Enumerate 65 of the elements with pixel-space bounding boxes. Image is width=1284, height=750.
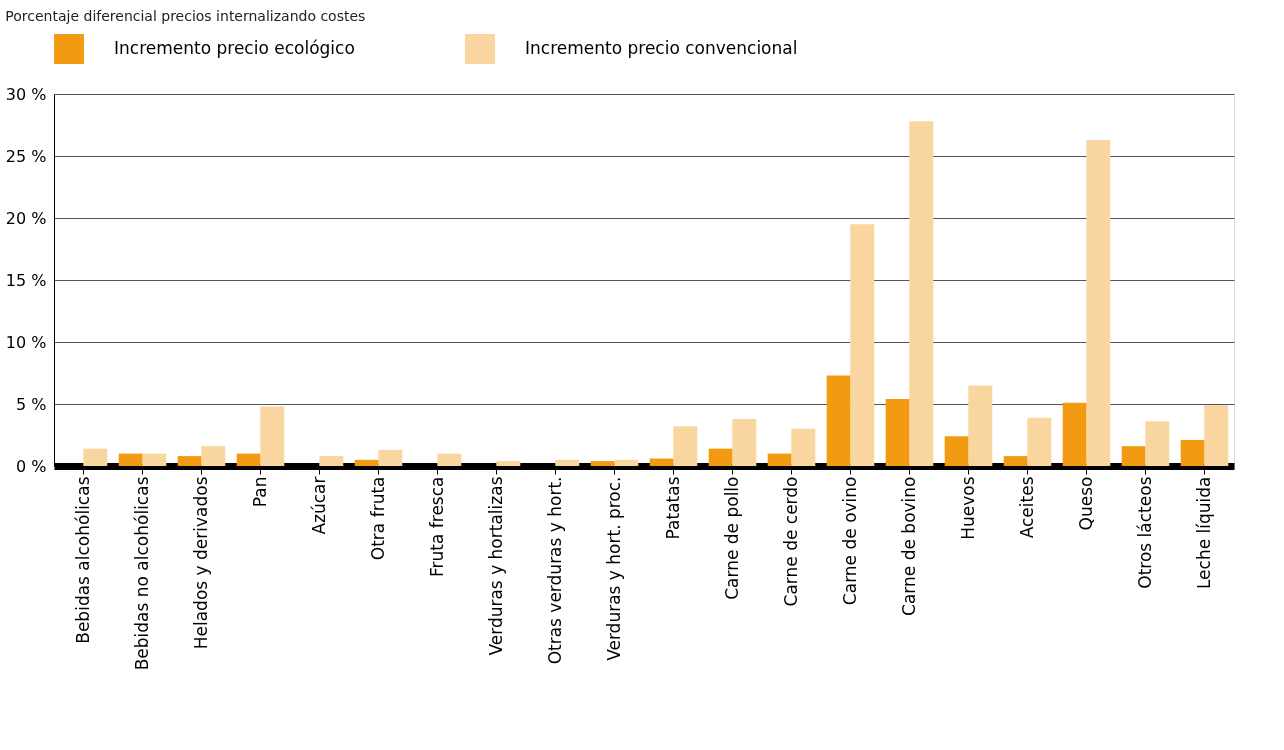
x-tick-label: Carne de bovino: [898, 476, 919, 616]
x-tick-label: Patatas: [662, 476, 683, 540]
x-tick-label: Verduras y hort. proc.: [603, 476, 624, 661]
bar: [496, 461, 521, 466]
y-tick-label: 0 %: [16, 456, 47, 476]
bar: [944, 436, 969, 466]
bar: [1027, 417, 1052, 466]
bar: [673, 426, 698, 466]
bar: [1062, 402, 1087, 466]
y-tick-label: 5 %: [16, 394, 47, 414]
x-tick-label: Carne de pollo: [721, 476, 742, 600]
bar: [1086, 139, 1111, 466]
bar: [236, 453, 261, 466]
bar: [319, 456, 344, 466]
bar: [1003, 456, 1028, 466]
x-tick-label: Carne de ovino: [839, 476, 860, 606]
x-tick-label: Queso: [1075, 476, 1096, 531]
x-tick-label: Helados y derivados: [190, 476, 211, 650]
x-tick-label: Otros lácteos: [1134, 476, 1155, 589]
y-tick-label: 15 %: [5, 270, 47, 290]
bar: [1145, 421, 1170, 466]
x-tick-label: Verduras y hortalizas: [485, 476, 506, 656]
bar: [767, 453, 792, 466]
bar: [118, 453, 143, 466]
x-tick-label: Otras verduras y hort.: [544, 476, 565, 665]
chart-title: Porcentaje diferencial precios internalizando costes: [5, 8, 366, 24]
bar: [590, 461, 615, 466]
bar: [968, 385, 993, 466]
x-tick-label: Aceites: [1016, 476, 1037, 539]
bar: [826, 375, 851, 466]
bar: [1180, 439, 1205, 466]
x-tick-label: Huevos: [957, 476, 978, 540]
bar: [850, 224, 875, 466]
bar: [649, 458, 674, 466]
bar: [201, 446, 226, 466]
y-tick-label: 10 %: [5, 332, 47, 352]
bar: [260, 406, 285, 466]
bar: [708, 448, 733, 466]
bar: [177, 456, 202, 466]
bar: [1204, 405, 1229, 466]
x-tick-label: Carne de cerdo: [780, 476, 801, 607]
bar: [909, 121, 934, 466]
y-tick-label: 30 %: [5, 84, 47, 104]
x-tick-label: Azúcar: [308, 476, 329, 535]
x-tick-label: Pan: [249, 476, 270, 508]
bar: [142, 453, 167, 466]
bar: [83, 448, 108, 466]
legend-label: Incremento precio ecológico: [114, 38, 355, 58]
bar: [732, 418, 757, 466]
x-tick-label: Fruta fresca: [426, 476, 447, 577]
y-tick-label: 20 %: [5, 208, 47, 228]
bar: [885, 399, 910, 466]
legend-label: Incremento precio convencional: [525, 38, 798, 58]
x-tick-label: Leche líquida: [1193, 476, 1214, 590]
bar: [1121, 446, 1146, 466]
x-tick-label: Bebidas no alcohólicas: [131, 476, 152, 671]
bar: [354, 459, 379, 466]
bar: [378, 449, 403, 466]
bar: [437, 453, 462, 466]
bar: [791, 428, 816, 466]
y-tick-label: 25 %: [5, 146, 47, 166]
x-tick-label: Otra fruta: [367, 476, 388, 561]
bar: [555, 459, 580, 466]
bar: [614, 459, 639, 466]
x-tick-label: Bebidas alcohólicas: [72, 476, 93, 644]
